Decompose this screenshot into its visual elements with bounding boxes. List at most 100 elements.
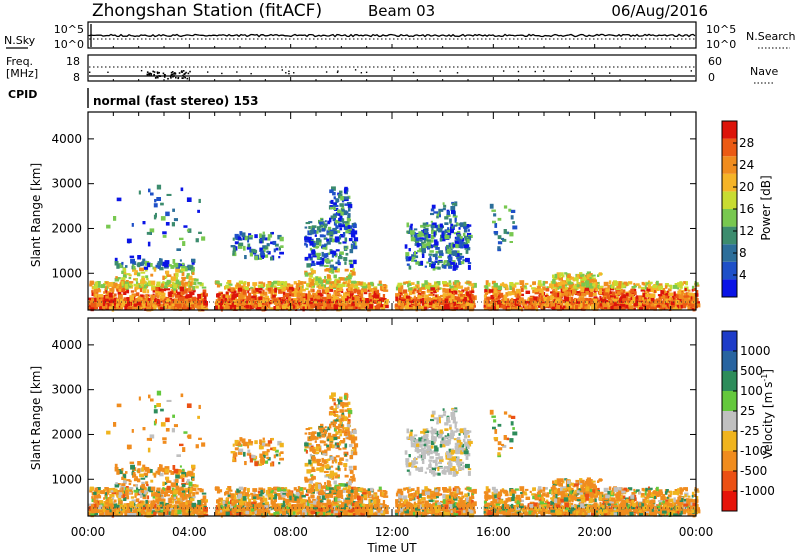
- power-cell: [575, 291, 580, 296]
- power-cell: [291, 290, 295, 294]
- power-cell: [531, 302, 536, 306]
- power-cell: [442, 281, 447, 285]
- power-cell: [88, 297, 94, 301]
- power-cell: [348, 287, 351, 291]
- power-cell: [662, 304, 667, 308]
- power-cell: [262, 307, 265, 310]
- power-cell: [305, 287, 309, 290]
- power-cell: [682, 301, 687, 306]
- power-cell: [341, 307, 344, 310]
- power-cell: [331, 186, 336, 191]
- power-cell: [400, 301, 404, 306]
- power-cell: [428, 300, 434, 306]
- power-cell: [190, 292, 195, 296]
- power-cell: [654, 300, 659, 304]
- power-cell: [155, 264, 159, 268]
- power-cell: [172, 208, 175, 212]
- power-cell: [273, 248, 276, 253]
- power-cell: [162, 261, 166, 267]
- power-cell: [670, 299, 673, 305]
- power-cell: [314, 280, 319, 286]
- power-cell: [425, 236, 429, 242]
- power-cell: [669, 296, 672, 301]
- power-cell: [218, 291, 223, 295]
- power-cell: [520, 287, 524, 292]
- power-cell: [173, 262, 179, 268]
- power-cell: [203, 308, 209, 310]
- power-cell: [656, 305, 661, 308]
- power-cell: [468, 294, 472, 299]
- power-cell: [311, 262, 316, 266]
- power-cell: [640, 286, 645, 290]
- power-cell: [466, 224, 472, 227]
- power-cell: [340, 196, 345, 201]
- power-cell: [259, 247, 263, 252]
- noise-panel: N.Sky 10^5 10^0 10^5 10^0 N.Search: [4, 21, 796, 51]
- power-cell: [410, 297, 414, 300]
- power-cell: [191, 262, 195, 265]
- power-cell: [470, 283, 475, 287]
- power-cell: [179, 281, 184, 285]
- power-cell: [563, 284, 567, 287]
- power-cell: [218, 296, 221, 302]
- power-cell: [562, 288, 568, 292]
- power-cell: [662, 288, 666, 291]
- power-cell: [414, 250, 417, 256]
- power-cell: [262, 245, 267, 250]
- power-cell: [341, 282, 346, 287]
- power-cell: [448, 242, 452, 248]
- power-cell: [180, 296, 185, 302]
- power-cell: [329, 289, 333, 292]
- power-cell: [447, 260, 450, 265]
- power-cell: [299, 281, 303, 285]
- power-cell: [135, 278, 138, 282]
- power-cell: [446, 214, 451, 217]
- power-cell: [333, 221, 337, 226]
- power-cell: [631, 286, 636, 289]
- power-cell: [130, 258, 135, 264]
- power-cell: [114, 277, 120, 282]
- power-cell: [377, 283, 383, 286]
- power-cell: [618, 298, 624, 303]
- power-cell: [510, 215, 514, 220]
- power-cell: [90, 306, 95, 310]
- power-cell: [483, 299, 489, 305]
- power-cell: [178, 300, 183, 305]
- power-cell: [282, 305, 286, 310]
- power-cell: [369, 299, 372, 302]
- power-cell: [416, 242, 420, 248]
- power-cell: [435, 296, 438, 300]
- power-cell: [547, 295, 551, 298]
- power-cell: [559, 293, 563, 297]
- power-cell: [434, 307, 439, 311]
- power-cell: [222, 294, 226, 299]
- power-cell: [309, 282, 315, 286]
- velocity-cell: [656, 507, 660, 513]
- power-cell: [503, 229, 507, 234]
- power-cell: [588, 292, 593, 298]
- power-cell: [157, 261, 163, 266]
- power-cell: [532, 281, 536, 285]
- power-cell: [659, 305, 663, 308]
- power-cell: [651, 302, 654, 306]
- power-cell: [332, 217, 336, 222]
- power-cell: [445, 296, 451, 300]
- power-cell: [228, 301, 232, 306]
- power-cell: [118, 307, 122, 311]
- power-cell: [629, 305, 634, 310]
- power-cell: [593, 296, 598, 299]
- power-cell: [319, 225, 323, 228]
- power-cell: [311, 225, 317, 229]
- power-cell: [347, 306, 353, 311]
- power-cell: [108, 296, 114, 299]
- power-cell: [93, 285, 97, 289]
- power-cell: [170, 306, 174, 310]
- power-cell: [171, 289, 175, 293]
- power-cell: [411, 256, 416, 260]
- power-cell: [262, 296, 266, 299]
- power-cell: [367, 304, 370, 308]
- power-cell: [312, 294, 317, 299]
- power-cell: [230, 298, 234, 303]
- power-cell: [368, 296, 374, 300]
- power-cell: [682, 295, 687, 298]
